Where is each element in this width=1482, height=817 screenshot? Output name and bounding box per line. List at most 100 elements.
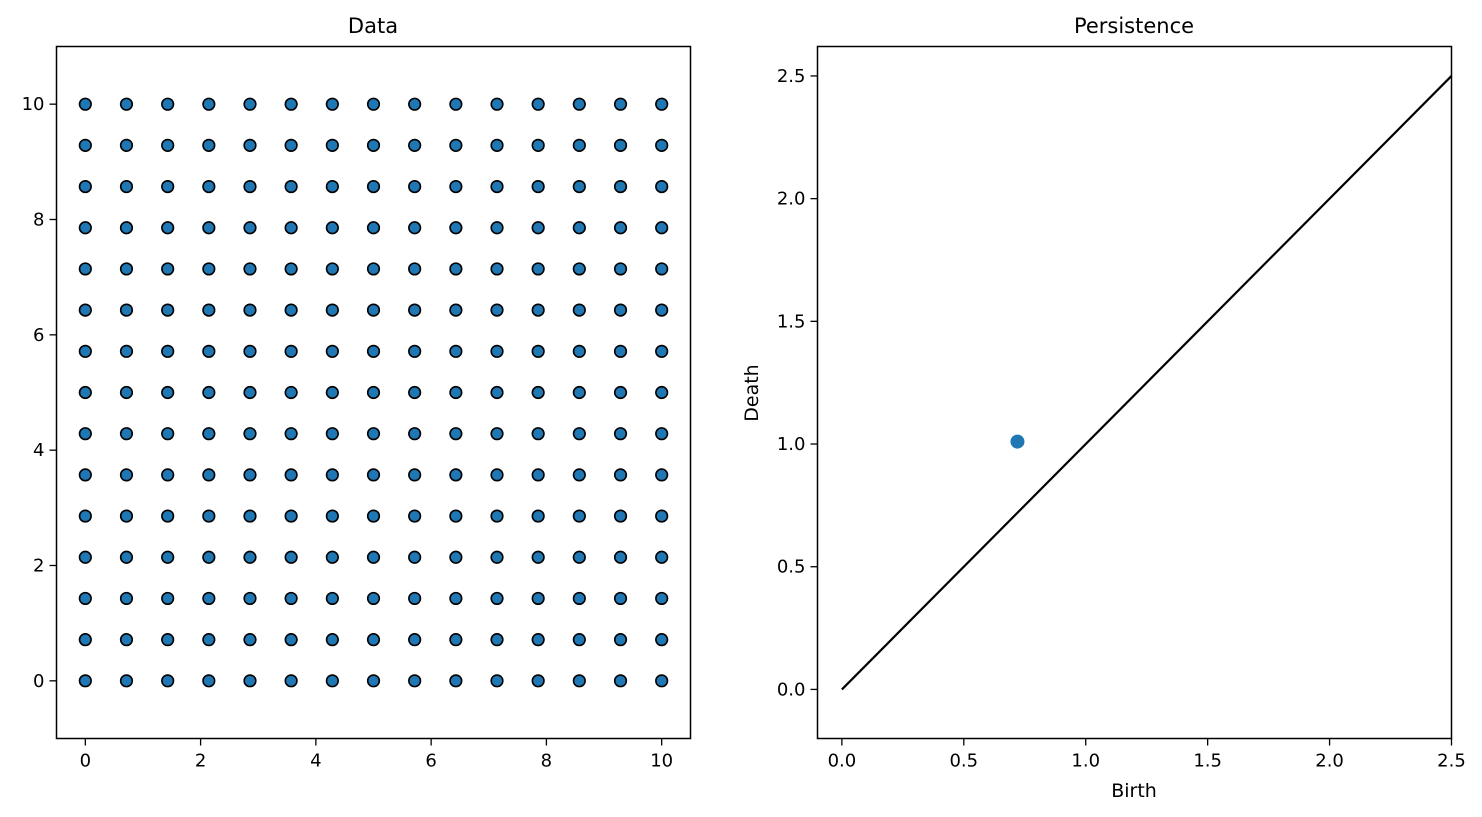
data-point [613, 591, 628, 606]
data-point [325, 138, 339, 152]
data-point [161, 385, 175, 400]
y-axis-ticks: 0 2 4 6 8 10 [22, 94, 57, 692]
data-point [78, 344, 92, 358]
y-tick-label: 6 [33, 325, 44, 346]
data-point [202, 97, 216, 111]
data-point [490, 221, 504, 235]
data-point [613, 633, 628, 647]
data-point [531, 674, 545, 688]
data-point [490, 303, 504, 317]
data-point [572, 468, 586, 482]
data-point [325, 591, 339, 606]
y-tick-label: 0 [33, 671, 44, 692]
data-point [531, 97, 545, 111]
x-axis-label: Birth [1111, 780, 1157, 802]
data-point [490, 550, 504, 564]
data-point [243, 221, 257, 235]
data-point [161, 591, 175, 606]
data-point [78, 509, 92, 523]
data-point [366, 674, 381, 688]
data-point [531, 344, 545, 358]
data-point [408, 262, 422, 276]
data-point [613, 97, 628, 111]
data-point [119, 509, 134, 523]
data-point [449, 674, 463, 688]
data-point [78, 138, 92, 152]
data-point [325, 550, 339, 564]
x-tick-label: 0.0 [828, 751, 857, 772]
data-point [161, 344, 175, 358]
data-point [613, 385, 628, 400]
data-point [161, 303, 175, 317]
y-axis-label: Death [741, 364, 763, 421]
data-point [655, 591, 669, 606]
data-point [572, 138, 586, 152]
data-point [243, 303, 257, 317]
data-point [408, 509, 422, 523]
data-point [655, 468, 669, 482]
data-point [655, 97, 669, 111]
data-point [531, 179, 545, 194]
data-point [325, 468, 339, 482]
y-tick-label: 4 [33, 440, 44, 461]
data-point [325, 221, 339, 235]
data-point [119, 591, 134, 606]
data-point [449, 633, 463, 647]
data-point [366, 550, 381, 564]
y-tick-label: 1.5 [777, 311, 806, 332]
data-panel: Data 0 2 4 6 8 10 0 2 4 6 8 10 [22, 14, 692, 772]
data-point [284, 468, 298, 482]
data-point [449, 427, 463, 441]
x-tick-label: 0 [80, 751, 91, 772]
data-point [284, 179, 298, 194]
data-point [325, 344, 339, 358]
data-point [531, 303, 545, 317]
y-tick-label: 1.0 [777, 434, 806, 455]
data-point [284, 633, 298, 647]
data-point [325, 509, 339, 523]
data-point [243, 179, 257, 194]
data-point [284, 550, 298, 564]
data-point [490, 468, 504, 482]
data-point [408, 179, 422, 194]
data-point [202, 344, 216, 358]
data-point [408, 468, 422, 482]
data-point [284, 138, 298, 152]
data-point [408, 97, 422, 111]
data-point [202, 550, 216, 564]
data-point [572, 385, 586, 400]
data-point [325, 97, 339, 111]
x-tick-label: 4 [310, 751, 321, 772]
y-tick-label: 0.5 [777, 557, 806, 578]
data-point [366, 179, 381, 194]
data-point [161, 674, 175, 688]
x-tick-label: 1.0 [1071, 751, 1100, 772]
data-point [449, 344, 463, 358]
plot-frame [55, 45, 692, 740]
data-point [161, 468, 175, 482]
data-point [613, 468, 628, 482]
data-point [366, 633, 381, 647]
data-point [119, 262, 134, 276]
data-point [490, 179, 504, 194]
data-point [613, 221, 628, 235]
data-point [531, 385, 545, 400]
data-point [284, 427, 298, 441]
data-point [78, 633, 92, 647]
data-point [202, 138, 216, 152]
data-point [572, 674, 586, 688]
x-tick-label: 0.5 [949, 751, 978, 772]
y-tick-label: 2.0 [777, 189, 806, 210]
data-point [202, 468, 216, 482]
data-point [78, 179, 92, 194]
data-point [572, 550, 586, 564]
data-point [613, 262, 628, 276]
data-point [490, 427, 504, 441]
data-point [655, 344, 669, 358]
data-point [490, 344, 504, 358]
data-point [490, 633, 504, 647]
plot-frame [816, 45, 1453, 740]
data-point [572, 509, 586, 523]
data-point [408, 633, 422, 647]
